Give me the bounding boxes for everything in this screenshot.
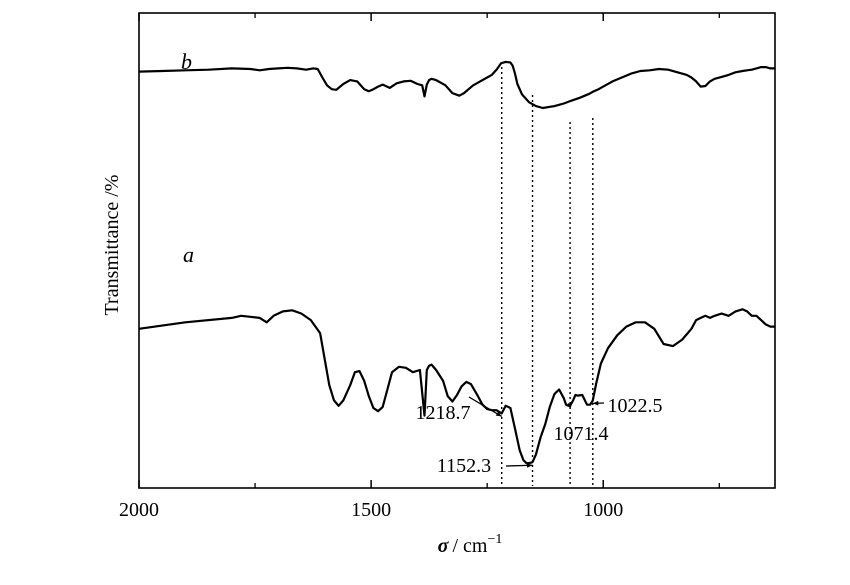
y-axis-label: Transmittance /% [101, 175, 123, 316]
annotation-label-1: 1152.3 [437, 455, 491, 477]
series-group [138, 60, 775, 465]
series-label-a: a [183, 242, 194, 267]
annotation-arrowhead-3 [592, 400, 599, 406]
series-label-b: b [181, 49, 192, 74]
annotation-label-0: 1218.7 [416, 402, 471, 424]
annotations: 1218.7 1152.3 1071.4 1022.5 [416, 395, 663, 477]
annotation-leader-0 [468, 396, 503, 417]
annotation-label-3: 1022.5 [608, 395, 663, 417]
annotation-arrowhead-0 [495, 411, 502, 417]
annotation-label-2: 1071.4 [554, 423, 609, 445]
x-ticks: 2000 1500 1000 [119, 13, 720, 521]
x-axis-unit-exponent: −1 [487, 532, 502, 547]
plot-frame [138, 12, 776, 489]
x-axis-label: σ / cm−1 [438, 532, 503, 557]
series-line-a [138, 308, 775, 465]
series-line-b [138, 60, 775, 110]
x-tick-label-0: 2000 [119, 499, 159, 521]
x-axis-unit: / cm [452, 535, 487, 557]
x-tick-label-2: 1000 [583, 499, 623, 521]
x-axis-symbol: σ [438, 535, 450, 557]
x-tick-label-1: 1500 [351, 499, 391, 521]
reference-lines [501, 62, 594, 486]
annotation-arrowhead-1 [526, 463, 533, 468]
annotation-arrowhead-2 [567, 403, 573, 409]
